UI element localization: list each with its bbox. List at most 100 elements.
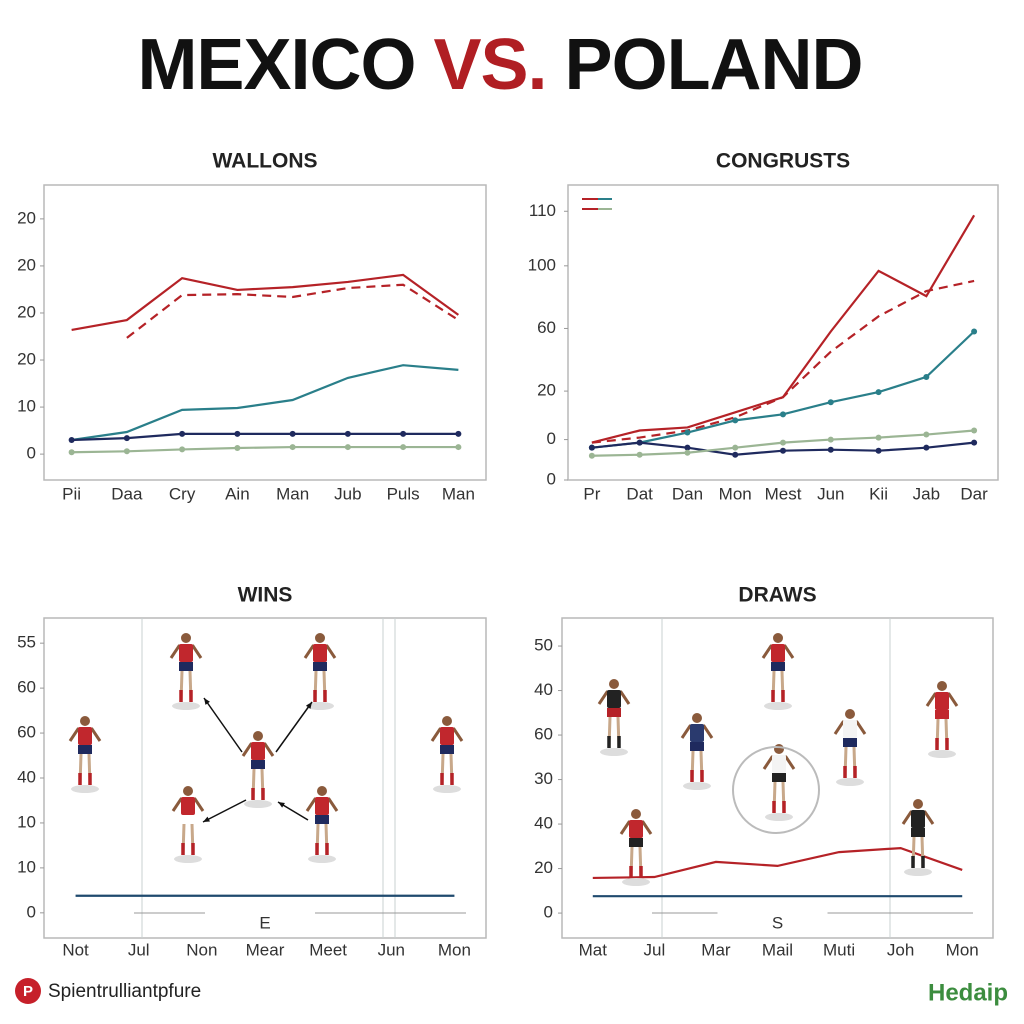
- y-tick-label: 60: [534, 725, 553, 744]
- x-tick-label: Puls: [387, 484, 420, 503]
- player-head: [845, 709, 855, 719]
- player-head: [315, 633, 325, 643]
- player-shorts: [935, 710, 949, 719]
- x-tick-label: Cry: [169, 484, 196, 503]
- player-figure: [925, 681, 959, 758]
- player-figure: [680, 713, 714, 790]
- player-socks: [629, 866, 643, 878]
- arrow-head: [203, 816, 210, 822]
- player-shorts: [772, 773, 786, 782]
- series-line: [591, 279, 975, 444]
- arrow-head: [204, 698, 210, 705]
- player-shorts: [771, 662, 785, 671]
- brand-logo: [15, 978, 41, 1004]
- player-head: [937, 681, 947, 691]
- y-tick-label: 20: [17, 208, 36, 227]
- player-figure: [761, 633, 795, 710]
- player-shadow: [600, 748, 628, 756]
- arrow: [203, 697, 243, 753]
- series-marker: [875, 389, 882, 396]
- chart-title: DRAWS: [738, 584, 816, 607]
- player-shadow: [174, 855, 202, 863]
- brand-logo-mark: P: [23, 983, 33, 1000]
- player-shirt: [440, 727, 454, 745]
- x-tick-label: Mar: [701, 940, 731, 959]
- series-marker: [780, 439, 786, 446]
- player-socks: [440, 773, 454, 785]
- series-marker: [455, 430, 462, 437]
- y-tick-label: 40: [534, 814, 553, 833]
- player-shadow: [244, 800, 272, 808]
- series-line: [592, 846, 963, 880]
- player-shadow: [904, 868, 932, 876]
- series-marker: [455, 444, 462, 451]
- y-tick-label: 0: [544, 903, 553, 922]
- player-figure: [169, 633, 203, 710]
- player-shorts: [843, 738, 857, 747]
- player-shadow: [308, 855, 336, 863]
- plot-area: [43, 617, 487, 939]
- series-line: [71, 432, 459, 442]
- y-tick-label: 0: [27, 444, 36, 463]
- x-tick-label: Kii: [869, 484, 888, 503]
- player-figure: [303, 633, 337, 710]
- series-marker: [289, 430, 296, 437]
- player-figure: [171, 786, 205, 863]
- series-marker: [971, 427, 978, 434]
- series-marker: [827, 436, 834, 443]
- y-tick-label: 20: [17, 255, 36, 274]
- chart-title: CONGRUSTS: [716, 150, 850, 173]
- series-marker: [971, 328, 978, 335]
- series-marker: [344, 444, 351, 451]
- x-tick-label: Dat: [626, 484, 653, 503]
- arrow: [275, 701, 313, 753]
- x-tick-label: Jab: [913, 484, 940, 503]
- brand-name: Spientrulliantpfure: [48, 981, 201, 1002]
- series-marker: [827, 399, 834, 406]
- player-socks: [313, 690, 327, 702]
- player-head: [774, 744, 784, 754]
- player-socks: [607, 736, 621, 748]
- player-head: [692, 713, 702, 723]
- player-shirt: [690, 724, 704, 742]
- player-head: [773, 633, 783, 643]
- player-shorts: [690, 742, 704, 751]
- series-line: [71, 445, 459, 454]
- player-shorts: [629, 838, 643, 847]
- player-socks: [181, 843, 195, 855]
- series-marker: [684, 429, 691, 436]
- x-tick-label: Mon: [946, 940, 979, 959]
- player-shorts: [313, 662, 327, 671]
- chart-title: WINS: [238, 584, 293, 607]
- player-head: [253, 731, 263, 741]
- series-marker: [68, 449, 75, 456]
- player-shadow: [306, 702, 334, 710]
- series-marker: [732, 451, 739, 458]
- y-tick-label: 20: [17, 302, 36, 321]
- player-shadow: [764, 702, 792, 710]
- series-line: [71, 364, 459, 442]
- series-marker: [827, 446, 834, 453]
- player-shirt: [251, 742, 265, 760]
- player-shadow: [433, 785, 461, 793]
- x-tick-label: Mest: [765, 484, 802, 503]
- x-tick-label: Mat: [579, 940, 608, 959]
- y-tick-label: 10: [17, 812, 36, 831]
- player-head: [631, 809, 641, 819]
- x-tick-label: Pii: [62, 484, 81, 503]
- x-tick-label: Not: [62, 940, 89, 959]
- x-tick-label: Jun: [378, 940, 405, 959]
- series-line: [71, 273, 460, 331]
- player-head: [183, 786, 193, 796]
- y-tick-label: 20: [537, 381, 556, 400]
- player-figure: [241, 731, 275, 808]
- player-socks: [78, 773, 92, 785]
- player-head: [181, 633, 191, 643]
- player-shirt: [313, 644, 327, 662]
- x-tick-label: Mon: [719, 484, 752, 503]
- y-tick-label: 0: [547, 429, 556, 448]
- player-socks: [771, 690, 785, 702]
- series-marker: [234, 445, 241, 452]
- player-shirt: [843, 720, 857, 738]
- x-tick-label: Ain: [225, 484, 250, 503]
